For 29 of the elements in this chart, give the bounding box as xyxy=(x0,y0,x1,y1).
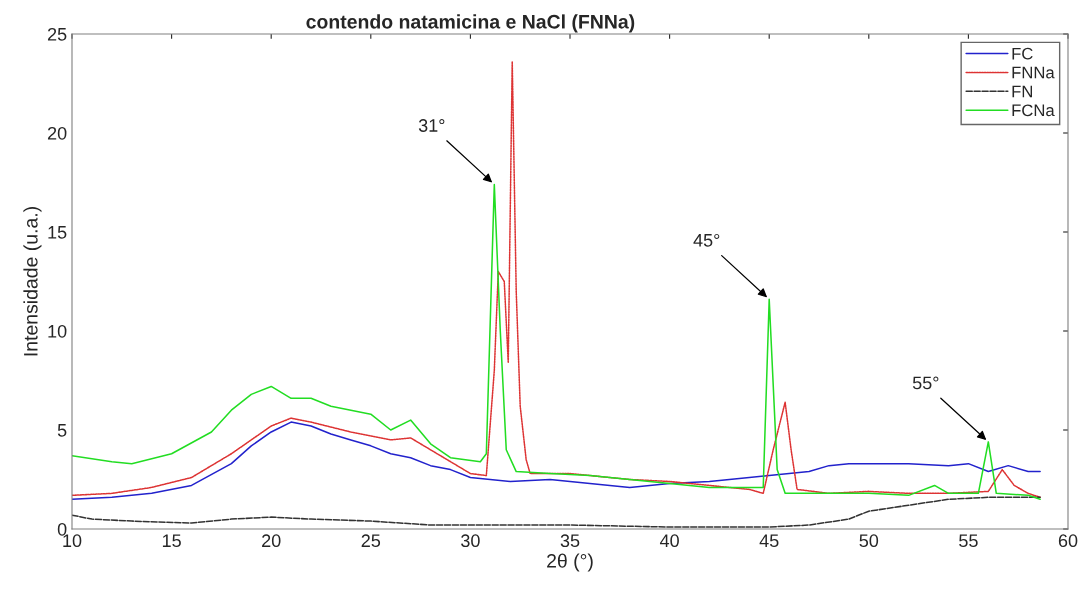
x-tick-label: 15 xyxy=(162,534,181,548)
y-tick-label: 0 xyxy=(57,522,67,536)
x-tick-label: 30 xyxy=(461,534,480,548)
chart-title: contendo natamicina e NaCl (FNNa) xyxy=(306,14,635,33)
annotation: 55° xyxy=(912,376,939,390)
y-tick-label: 15 xyxy=(48,226,67,239)
line-series xyxy=(72,421,1041,501)
legend-label: FCNa xyxy=(1012,104,1055,117)
annotation: 45° xyxy=(693,233,720,247)
y-axis-title: Intensidade (u.a.) xyxy=(23,207,42,356)
legend-label: FN xyxy=(1012,85,1032,98)
x-tick-label: 55 xyxy=(959,534,978,548)
line-series xyxy=(72,183,1041,501)
y-tick-label: 10 xyxy=(48,324,67,338)
x-tick-label: 20 xyxy=(262,534,281,548)
y-tick-label: 5 xyxy=(57,424,67,437)
line-series xyxy=(72,496,1041,528)
x-tick-label: 35 xyxy=(560,534,580,548)
y-tick-label: 25 xyxy=(47,27,67,41)
x-tick-label: 45 xyxy=(759,534,779,548)
legend-label: FNNa xyxy=(1012,66,1055,79)
x-tick-label: 60 xyxy=(1058,534,1078,548)
x-tick-label: 40 xyxy=(659,534,679,548)
x-axis-title: 2θ (°) xyxy=(547,553,593,572)
x-tick-label: 50 xyxy=(859,534,879,548)
x-tick-label: 25 xyxy=(361,534,381,548)
y-tick-label: 20 xyxy=(47,126,67,140)
legend-label: FC xyxy=(1012,47,1033,60)
annotation: 31° xyxy=(418,119,445,132)
